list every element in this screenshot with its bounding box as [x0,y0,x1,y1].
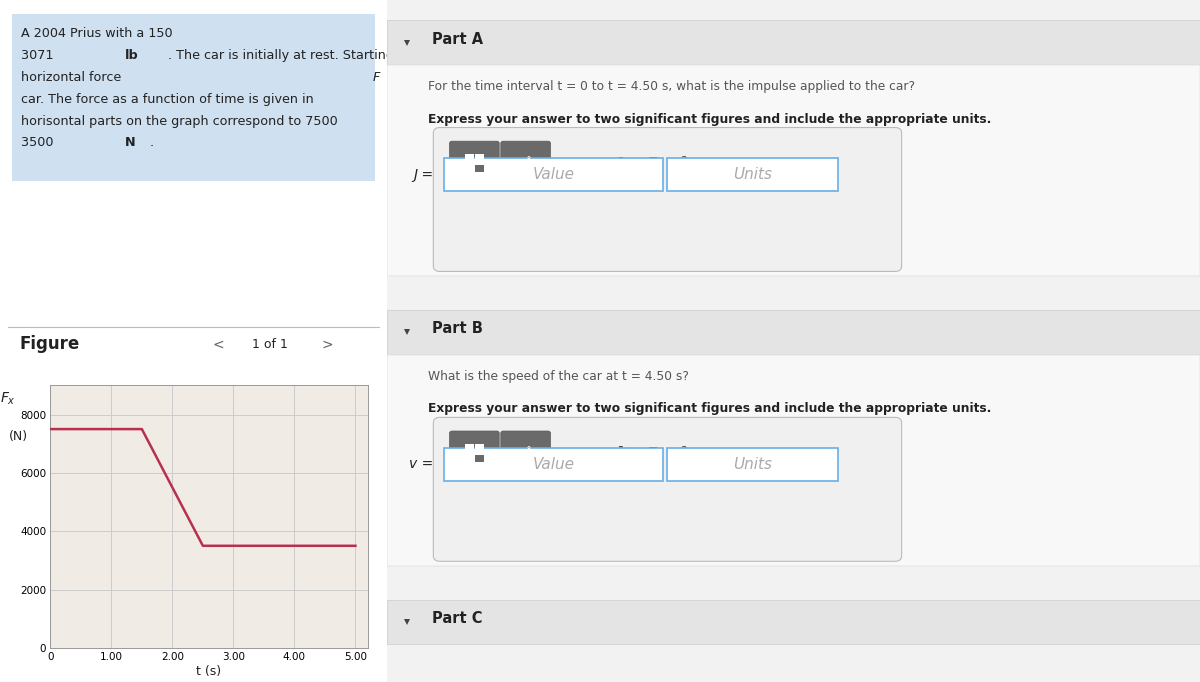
Bar [475,443,485,451]
Text: driver and no passengers weighs: driver and no passengers weighs [560,27,776,40]
Bar [386,65,1200,276]
Text: Units: Units [733,167,773,182]
Text: -direction is applied to the: -direction is applied to the [682,71,851,84]
Bar [667,158,839,191]
Text: ↪: ↪ [586,155,596,168]
Text: ?: ? [680,445,688,458]
Bar [386,355,1200,566]
Text: x: x [661,71,668,84]
Text: μÅ: μÅ [518,156,533,168]
Bar [464,153,474,161]
Text: Units: Units [733,457,773,472]
Text: F: F [372,71,379,84]
FancyBboxPatch shape [433,417,901,561]
Text: ) in the +: ) in the + [455,71,515,84]
Text: J =: J = [413,168,433,181]
Text: lb: lb [125,49,138,62]
Text: = 0, a net: = 0, a net [1098,49,1166,62]
Text: N: N [1033,115,1044,128]
Text: >: > [322,338,332,351]
FancyBboxPatch shape [500,431,551,473]
Text: car. The force as a function of time is given in: car. The force as a function of time is … [22,93,318,106]
Bar [475,455,485,462]
Text: N: N [125,136,136,149]
Text: ?: ? [680,155,688,168]
Bar [667,448,839,481]
Text: lb: lb [517,27,530,40]
Text: ↻: ↻ [617,155,628,168]
Text: ↩: ↩ [554,445,565,458]
Text: ↩: ↩ [554,155,565,168]
Bar [386,20,1200,65]
Text: Express your answer to two significant figures and include the appropriate units: Express your answer to two significant f… [427,402,991,415]
Bar [386,600,1200,644]
Text: .: . [146,136,155,149]
Bar [12,14,376,181]
Text: Value: Value [533,167,575,182]
Bar [475,153,485,161]
Bar [475,165,485,173]
Text: 3500: 3500 [22,136,58,149]
Text: μÅ: μÅ [518,446,533,458]
Text: Part A: Part A [432,31,482,46]
Bar [386,310,1200,355]
FancyBboxPatch shape [433,128,901,271]
Text: ₓ(: ₓ( [392,71,403,84]
Text: 1 of 1: 1 of 1 [252,338,288,351]
FancyBboxPatch shape [450,431,499,473]
Text: t: t [1076,49,1082,62]
Text: $F_x$: $F_x$ [0,391,16,407]
Bar [464,443,474,451]
Text: horisontal parts on the graph correspond to 7500: horisontal parts on the graph correspond… [22,115,342,128]
Text: v =: v = [409,458,433,471]
Text: t: t [434,71,439,84]
Text: and: and [1055,115,1082,128]
Text: ⊟: ⊟ [648,155,658,168]
Text: (N): (N) [10,430,28,443]
Text: Figure: Figure [19,336,79,353]
X-axis label: t (s): t (s) [197,665,222,678]
Text: horizontal force: horizontal force [22,71,126,84]
Text: A 2004 Prius with a 150: A 2004 Prius with a 150 [22,27,176,40]
FancyBboxPatch shape [500,141,551,183]
Text: For the time interval t = 0 to t = 4.50 s, what is the impulse applied to the ca: For the time interval t = 0 to t = 4.50 … [427,80,914,93]
Text: Part C: Part C [432,611,482,626]
Bar [444,448,664,481]
Text: Part B: Part B [432,321,482,336]
FancyBboxPatch shape [450,141,499,183]
Text: 3071: 3071 [22,49,58,62]
Text: <: < [212,338,224,351]
Text: Express your answer to two significant figures and include the appropriate units: Express your answer to two significant f… [427,113,991,125]
Bar [464,165,474,173]
Text: ⊟: ⊟ [648,445,658,458]
Bar [464,455,474,462]
Text: ↻: ↻ [617,445,628,458]
Text: Value: Value [533,457,575,472]
Text: ↪: ↪ [586,445,596,458]
Text: (Figure 1): (Figure 1) [1033,93,1094,106]
Text: . The car is initially at rest. Starting at: . The car is initially at rest. Starting… [168,49,415,62]
Text: What is the speed of the car at t = 4.50 s?: What is the speed of the car at t = 4.50… [427,370,689,383]
Bar [444,158,664,191]
